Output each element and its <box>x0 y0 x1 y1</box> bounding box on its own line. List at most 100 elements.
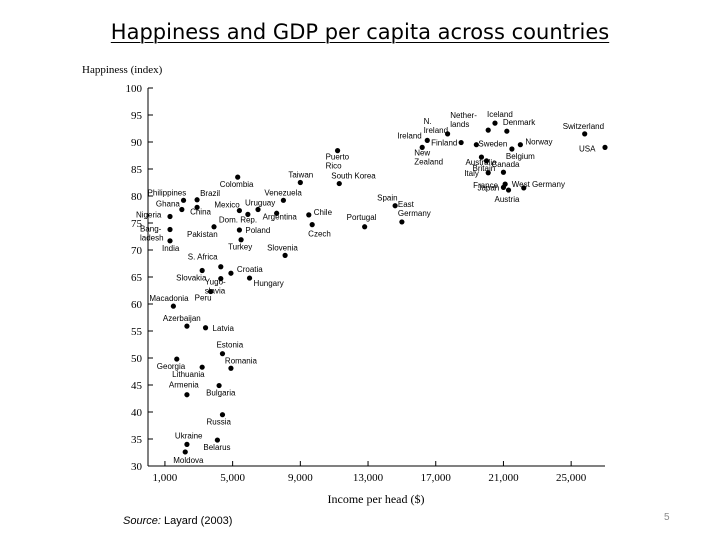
data-point <box>184 441 190 447</box>
data-point <box>424 137 430 143</box>
x-tick-label: 9,000 <box>288 472 313 484</box>
data-point <box>334 148 341 154</box>
point-label: Bang-ladesh <box>140 224 164 242</box>
data-point <box>174 356 180 362</box>
data-point <box>509 146 515 152</box>
x-tick-label: 25,000 <box>556 472 587 484</box>
data-point <box>500 184 507 190</box>
data-point <box>216 382 222 389</box>
data-point <box>236 227 242 233</box>
data-point <box>336 180 342 187</box>
point-label: Australia <box>465 158 497 167</box>
data-point <box>492 120 498 126</box>
data-point <box>473 142 479 148</box>
y-tick-label: 30 <box>131 461 143 473</box>
point-label: Poland <box>245 226 270 235</box>
point-label: Turkey <box>228 243 252 252</box>
data-point <box>184 392 190 398</box>
point-label: Dom. Rep. <box>219 215 257 224</box>
data-point <box>228 270 234 276</box>
data-point <box>218 264 224 270</box>
point-label: Venezuela <box>264 188 302 197</box>
y-tick-label: 45 <box>131 380 143 392</box>
point-label: Mexico <box>214 201 240 210</box>
data-point <box>444 131 451 137</box>
y-tick-label: 80 <box>131 191 143 203</box>
y-tick-label: 35 <box>131 434 143 446</box>
data-point <box>478 154 485 160</box>
data-point <box>219 351 226 357</box>
data-point <box>236 207 242 214</box>
x-tick-label: 13,000 <box>353 472 384 484</box>
y-ticks: 30 35 40 45 50 55 60 65 70 75 80 85 90 95 100 <box>126 83 153 473</box>
point-label: Britain <box>473 164 496 173</box>
point-label: Georgia <box>157 362 186 371</box>
point-label: Norway <box>525 138 552 147</box>
x-tick-label: 5,000 <box>220 472 245 484</box>
data-point <box>167 213 173 220</box>
data-point <box>602 144 608 150</box>
point-label: Pakistan <box>187 230 218 239</box>
data-point <box>485 170 491 176</box>
point-label: N. Ireland <box>424 117 448 135</box>
data-point <box>219 412 226 418</box>
y-tick-label: 65 <box>131 272 143 284</box>
data-point <box>170 303 176 309</box>
source-text: Layard (2003) <box>161 515 233 527</box>
data-point <box>202 325 209 331</box>
point-label: Romania <box>225 356 258 365</box>
data-point <box>282 252 288 258</box>
point-label: Austria <box>495 195 520 204</box>
y-tick-label: 70 <box>131 245 143 257</box>
x-tick-label: 1,000 <box>153 472 178 484</box>
data-point <box>399 219 405 225</box>
point-label: Armenia <box>169 381 199 390</box>
data-point <box>504 128 510 134</box>
data-point <box>235 174 241 180</box>
data-point <box>182 449 188 455</box>
data-point <box>238 237 244 243</box>
point-label: Iceland <box>487 110 513 119</box>
y-tick-label: 90 <box>131 137 143 149</box>
point-label: Denmark <box>503 118 536 127</box>
y-tick-label: 55 <box>131 326 143 338</box>
point-label: Uruguay <box>245 199 275 208</box>
data-point <box>297 179 303 186</box>
data-point <box>228 365 234 371</box>
data-point <box>483 158 490 164</box>
data-point <box>582 131 588 137</box>
data-point <box>458 139 464 146</box>
point-label: West Germany <box>512 180 565 189</box>
data-point <box>517 142 523 148</box>
data-point <box>505 187 512 193</box>
point-label: Slovenia <box>267 243 298 252</box>
point-label: Ireland <box>397 131 421 140</box>
point-label: Argentina <box>263 212 298 221</box>
data-point <box>194 204 200 210</box>
point-label: Taiwan <box>288 171 313 180</box>
point-label: Moldova <box>173 456 204 465</box>
point-label: Hungary <box>254 279 284 288</box>
data-point <box>179 206 185 213</box>
data-point <box>280 197 287 203</box>
data-point <box>392 203 398 209</box>
y-tick-label: 85 <box>131 164 143 176</box>
point-label: Yugo-slavia <box>205 278 226 296</box>
source-label: Source: <box>123 515 161 527</box>
data-point <box>274 210 280 216</box>
point-label: Nether-lands <box>450 111 477 129</box>
point-label: Lithuania <box>172 370 205 379</box>
point-label: East Germany <box>398 200 431 218</box>
data-point <box>208 288 214 295</box>
point-label: Ghana <box>156 200 181 209</box>
point-label: S. Africa <box>188 253 218 262</box>
point-label: South Korea <box>331 172 376 181</box>
x-ticks: 1,000 5,000 9,000 13,000 17,000 21,000 25,000 <box>153 461 587 484</box>
point-label: Bulgaria <box>206 389 236 398</box>
y-tick-label: 95 <box>131 110 143 122</box>
slide-title: Happiness and GDP per capita across coun… <box>110 20 610 44</box>
data-point <box>306 212 312 218</box>
data-point <box>211 224 217 230</box>
y-tick-label: 40 <box>131 407 143 419</box>
